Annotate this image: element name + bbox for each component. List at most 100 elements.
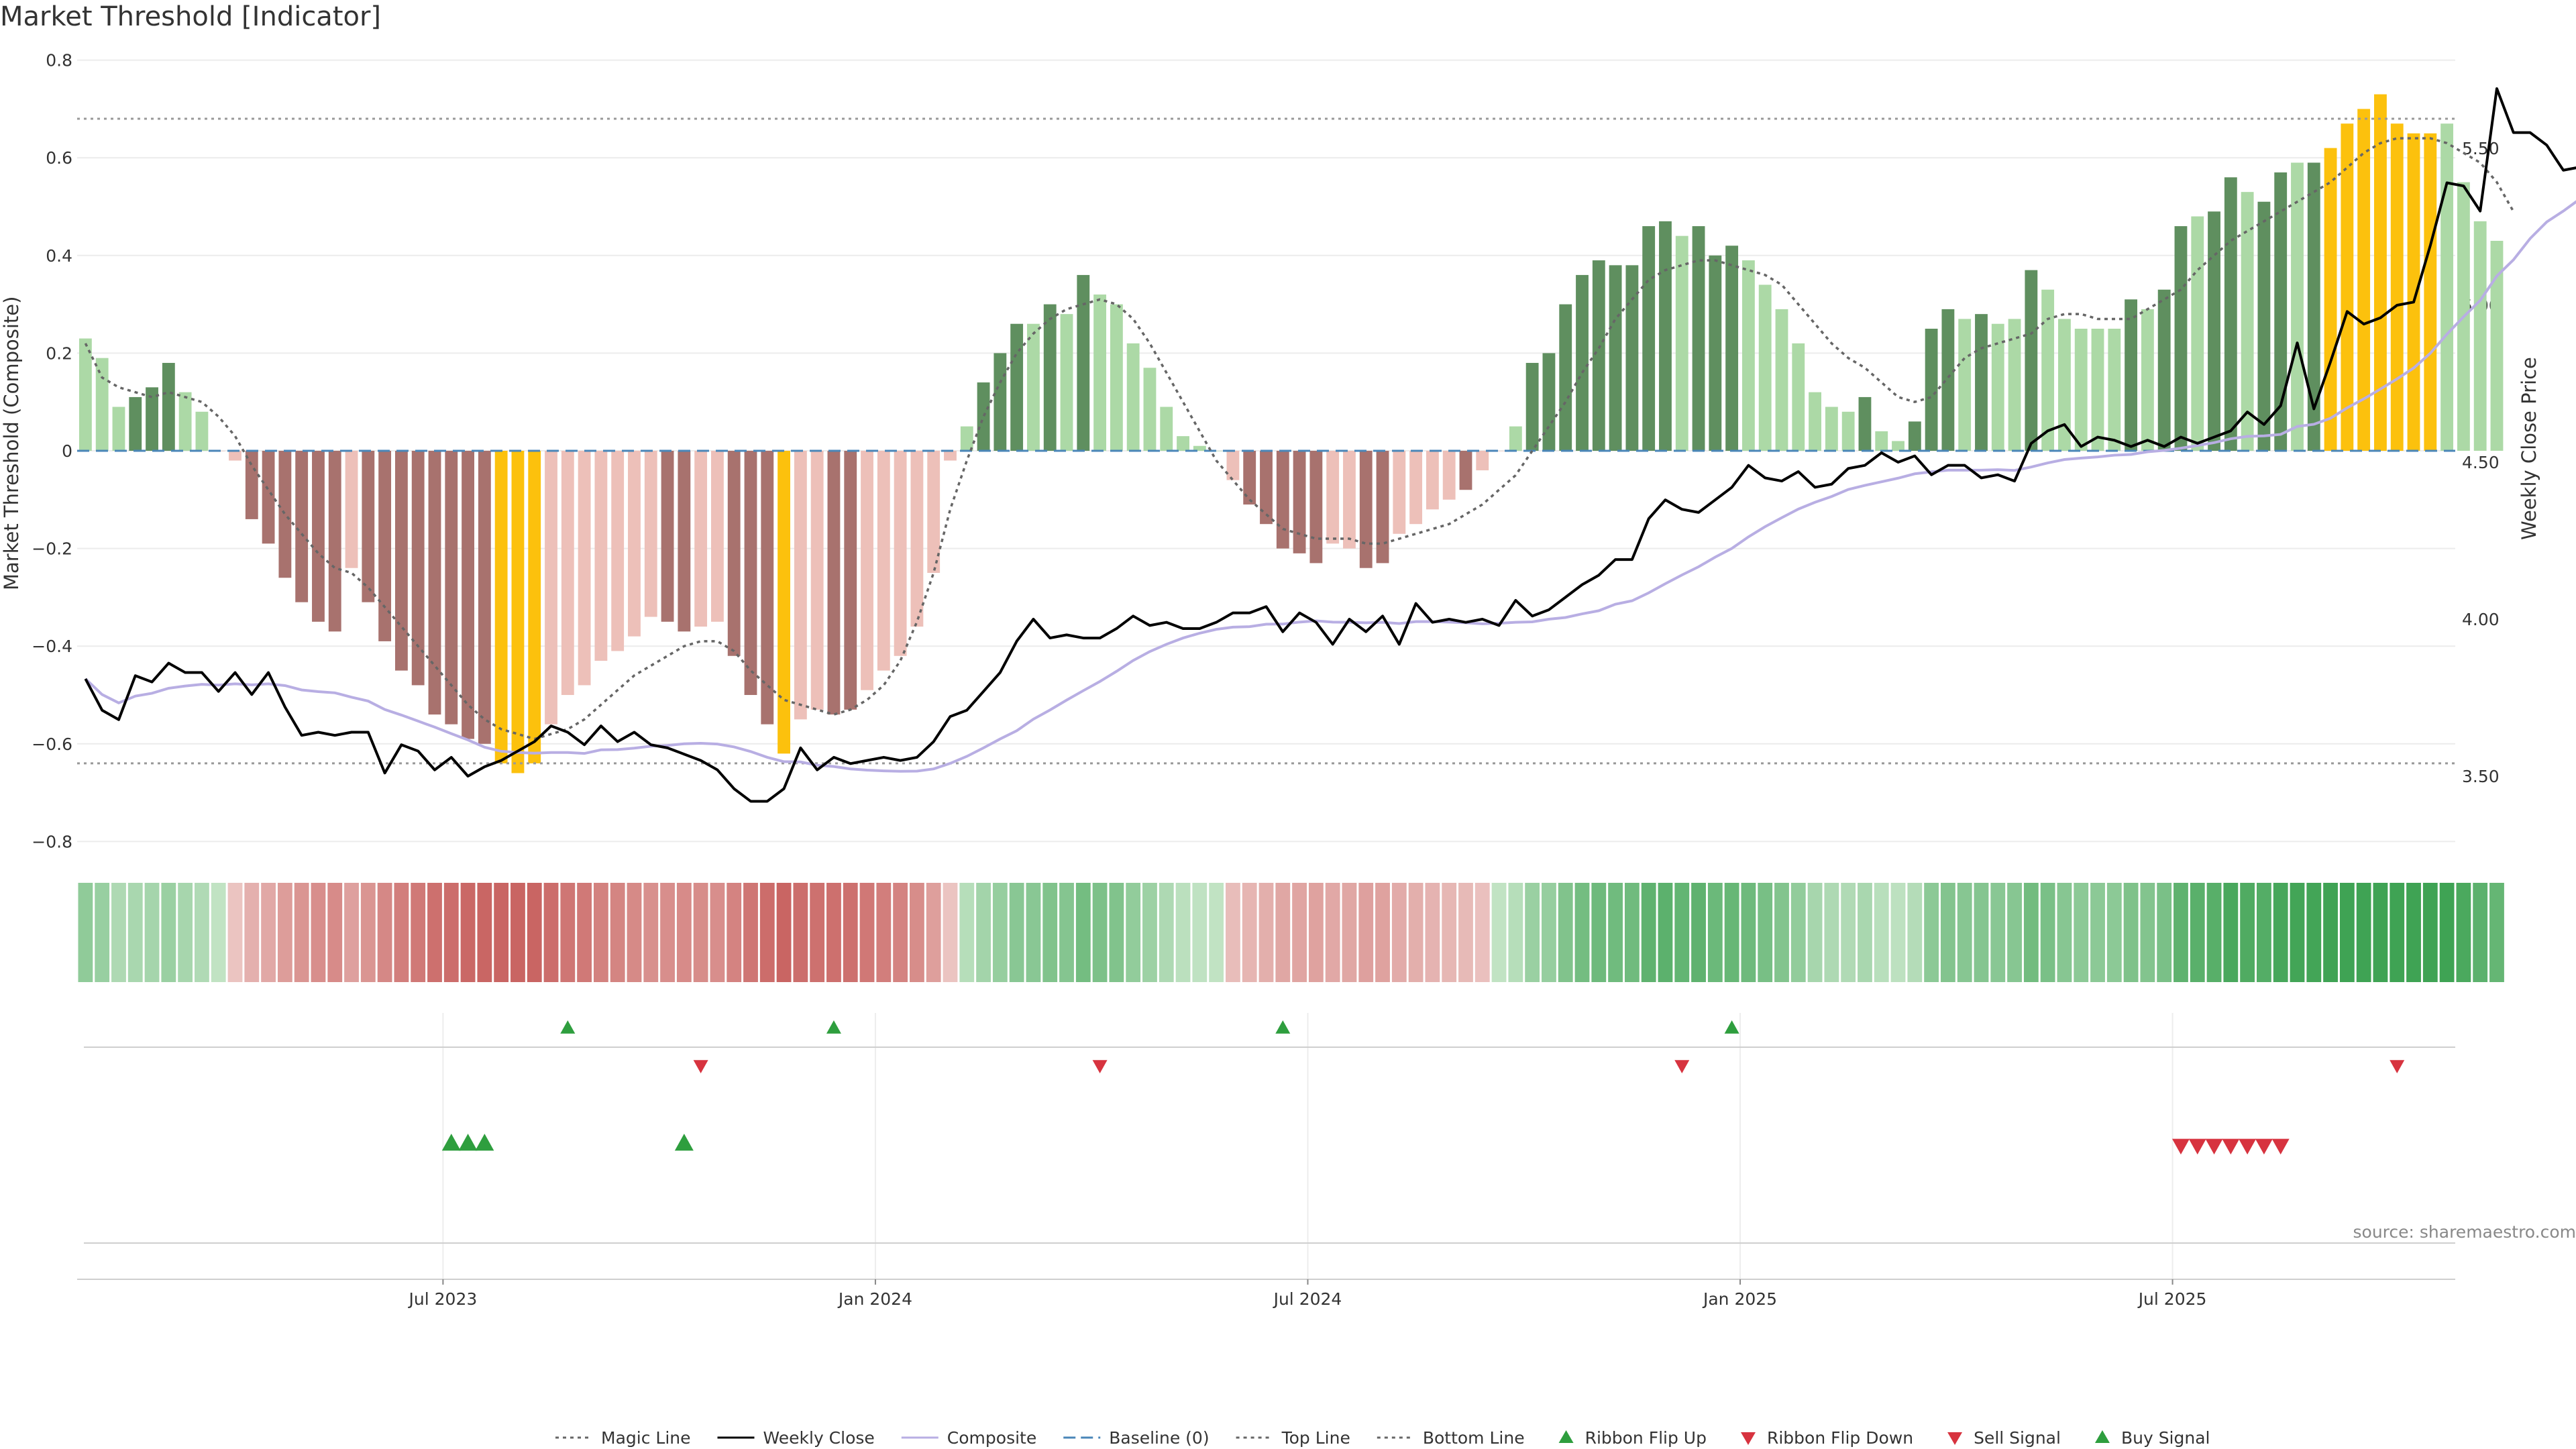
ribbon-cell	[2074, 883, 2089, 982]
composite-bar	[2407, 133, 2420, 451]
composite-bar	[1359, 451, 1373, 568]
composite-bar	[894, 451, 907, 656]
ribbon-cell	[1042, 883, 1058, 982]
ribbon-cell	[1957, 883, 1972, 982]
ribbon-cell	[2023, 883, 2039, 982]
ribbon-flip-up-marker	[826, 1020, 841, 1034]
composite-bar	[195, 411, 209, 451]
ribbon-cell	[1858, 883, 1872, 982]
y2-tick-label: 3.50	[2462, 767, 2500, 786]
ribbon-cell	[693, 883, 708, 982]
composite-bar	[1892, 441, 1904, 451]
composite-bar	[1077, 274, 1090, 451]
ribbon-cell	[1608, 883, 1623, 982]
ribbon-cell	[1874, 883, 1889, 982]
composite-bar	[295, 451, 309, 602]
ribbon-cell	[1242, 883, 1257, 982]
composite-bar	[278, 451, 292, 578]
composite-bar	[462, 451, 474, 739]
ribbon-cell	[1641, 883, 1656, 982]
composite-bar	[2374, 94, 2387, 451]
ribbon-flip-down-marker	[2390, 1060, 2405, 1073]
ribbon-cell	[1358, 883, 1374, 982]
ribbon-cell	[144, 883, 160, 982]
composite-bar	[2074, 329, 2088, 451]
ribbon-cell	[1474, 883, 1490, 982]
triangle-down-icon	[1947, 1432, 1963, 1445]
ribbon-cell	[2007, 883, 2022, 982]
composite-bar	[977, 382, 990, 451]
ribbon-cell	[2257, 883, 2271, 982]
composite-bar	[478, 451, 491, 744]
ribbon-cell	[759, 883, 775, 982]
composite-bar	[2473, 221, 2487, 451]
ribbon-cell	[511, 883, 525, 982]
ribbon-cell	[1574, 883, 1590, 982]
ribbon-cell	[1209, 883, 1224, 982]
composite-bar	[927, 451, 941, 573]
triangle-up-icon	[2094, 1430, 2110, 1443]
ribbon-cell	[577, 883, 592, 982]
composite-bar	[1559, 304, 1572, 451]
ribbon-cell	[1375, 883, 1390, 982]
y-tick-label: −0.4	[32, 637, 72, 656]
composite-bar	[777, 451, 791, 754]
ribbon-cell	[427, 883, 442, 982]
composite-bar	[2307, 162, 2320, 451]
ribbon-cell	[676, 883, 692, 982]
composite-bar	[794, 451, 807, 720]
composite-bar	[694, 451, 708, 627]
composite-bar	[262, 451, 275, 544]
composite-bar	[112, 407, 125, 451]
legend-item: Weekly Close	[717, 1428, 875, 1448]
ribbon-flip-up-marker	[1724, 1020, 1739, 1034]
ribbon-cell	[2090, 883, 2105, 982]
composite-bar	[2174, 226, 2188, 451]
composite-bar	[146, 387, 158, 451]
ribbon-cell	[1841, 883, 1856, 982]
ribbon-cell	[943, 883, 958, 982]
composite-bar	[877, 451, 890, 671]
composite-bar	[711, 451, 724, 622]
composite-bar	[2324, 148, 2337, 451]
x-tick-label: Jul 2025	[2137, 1289, 2207, 1309]
composite-bar	[1525, 362, 1539, 451]
triangle-up-icon	[1558, 1430, 1574, 1443]
ribbon-cell	[1408, 883, 1424, 982]
composite-bar	[1625, 265, 1639, 451]
ribbon-cell	[327, 883, 343, 982]
composite-bar	[1858, 396, 1872, 451]
composite-bar	[578, 451, 591, 686]
ribbon-cell	[411, 883, 426, 982]
composite-bar	[362, 451, 375, 602]
legend-item: Buy Signal	[2094, 1428, 2210, 1448]
ribbon-cell	[211, 883, 226, 982]
composite-bar	[2274, 172, 2288, 451]
composite-bar	[1143, 368, 1157, 451]
ribbon-cell	[926, 883, 941, 982]
ribbon-cell	[227, 883, 243, 982]
composite-bar	[2191, 216, 2204, 451]
composite-bar	[1991, 323, 2004, 451]
composite-bar	[1043, 304, 1057, 451]
ribbon-cell	[1159, 883, 1174, 982]
composite-bar	[1792, 343, 1805, 451]
composite-bar	[1675, 235, 1688, 451]
composite-bar	[1908, 421, 1921, 451]
composite-bar	[1293, 451, 1306, 553]
buy-signal-marker	[458, 1134, 478, 1151]
ribbon-cell	[1525, 883, 1540, 982]
ribbon-cell	[195, 883, 209, 982]
ribbon-cell	[261, 883, 276, 982]
ribbon-cell	[1342, 883, 1357, 982]
sell-signal-marker	[2255, 1138, 2273, 1155]
ribbon-cell	[1059, 883, 1074, 982]
ribbon-cell	[2390, 883, 2405, 982]
ribbon-cell	[2473, 883, 2488, 982]
composite-bar	[611, 451, 625, 651]
ribbon-cell	[976, 883, 991, 982]
composite-bar	[1442, 451, 1456, 500]
x-tick-label: Jan 2025	[1702, 1289, 1777, 1309]
composite-bar	[1393, 451, 1406, 534]
